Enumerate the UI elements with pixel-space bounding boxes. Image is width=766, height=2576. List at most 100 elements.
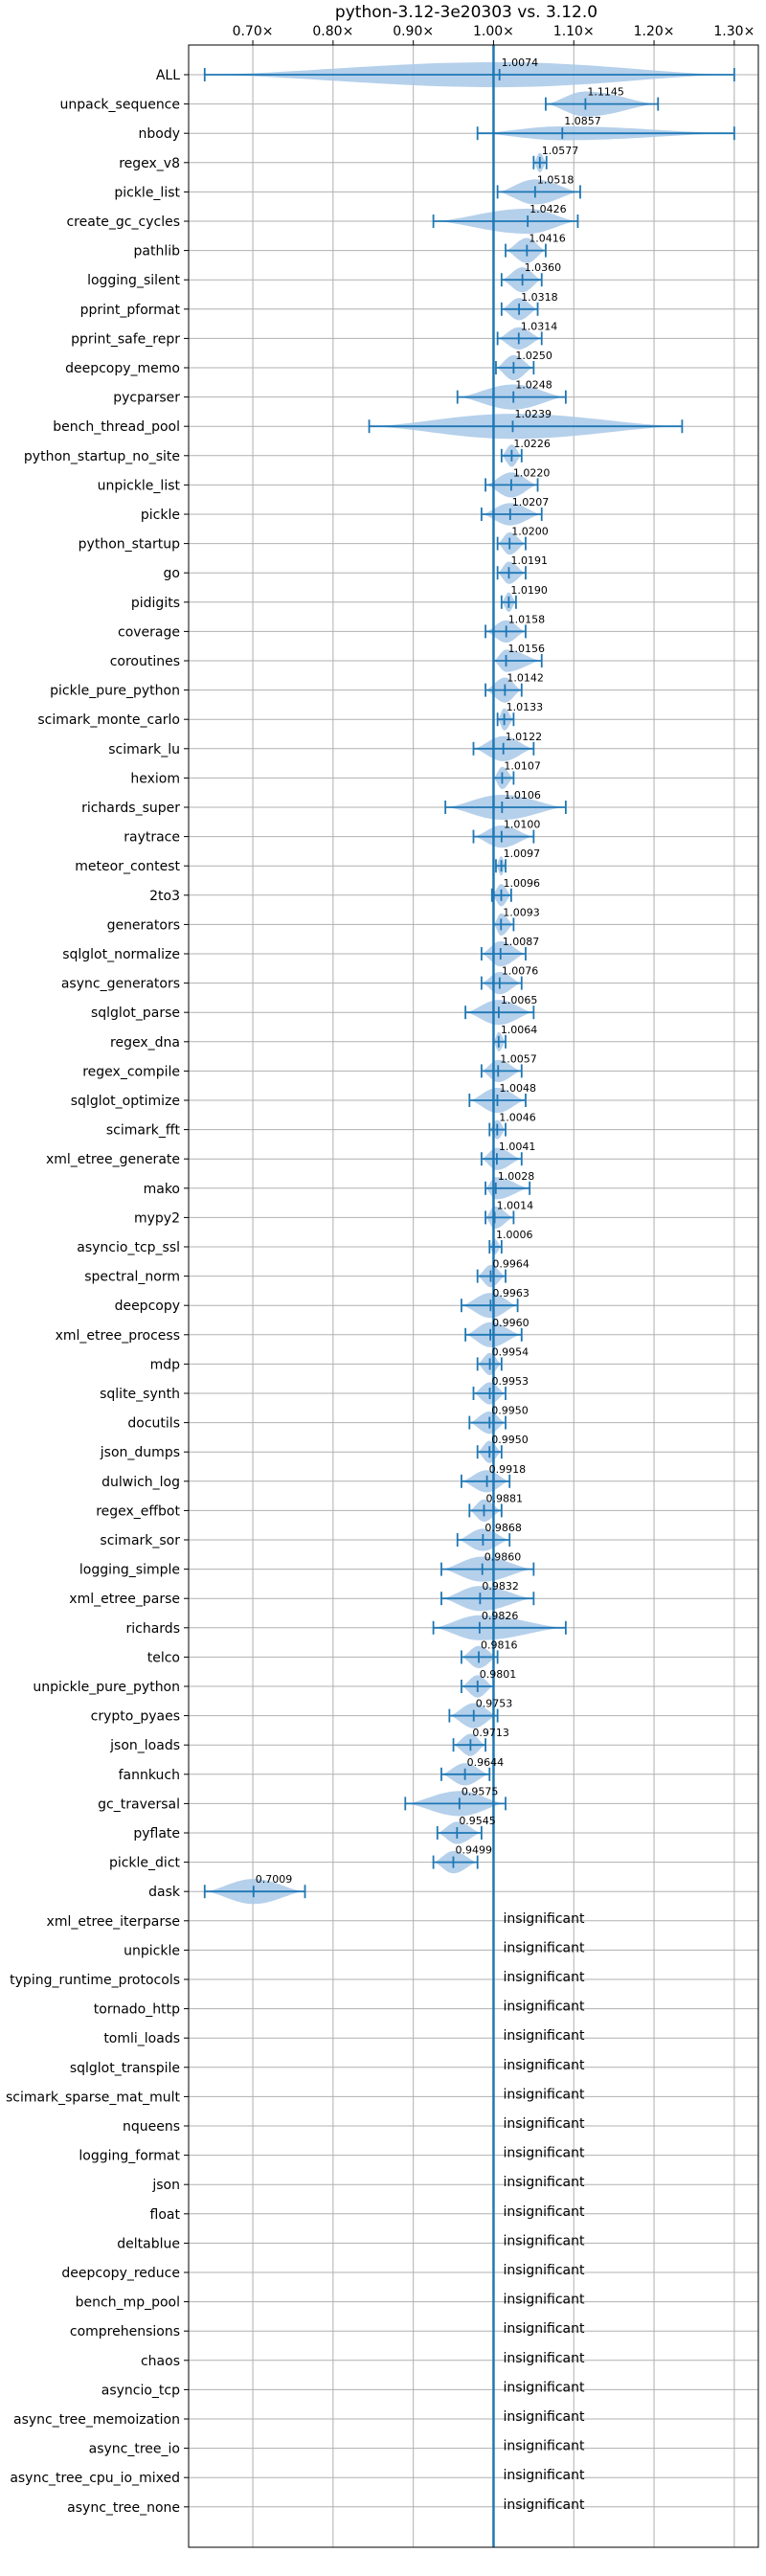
category-label: unpickle bbox=[124, 1943, 180, 1958]
value-label: 1.0248 bbox=[515, 379, 552, 392]
category-label: bench_mp_pool bbox=[76, 2295, 180, 2311]
value-label: 1.0048 bbox=[499, 1082, 536, 1095]
value-label: 1.0106 bbox=[504, 789, 541, 802]
category-label: docutils bbox=[127, 1416, 180, 1432]
category-label: deepcopy bbox=[115, 1299, 180, 1314]
insignificant-label: insignificant bbox=[503, 2028, 585, 2044]
insignificant-label: insignificant bbox=[503, 2087, 585, 2102]
category-label: float bbox=[150, 2207, 181, 2223]
category-label: xml_etree_generate bbox=[46, 1152, 180, 1167]
value-label: 0.9953 bbox=[492, 1375, 529, 1388]
category-label: pickle_list bbox=[114, 185, 180, 200]
x-tick-label: 0.70× bbox=[233, 24, 274, 39]
category-label: unpickle_pure_python bbox=[33, 1680, 180, 1695]
category-label: json_dumps bbox=[100, 1445, 180, 1460]
category-label: sqlglot_normalize bbox=[62, 947, 180, 962]
value-label: 1.0014 bbox=[497, 1199, 534, 1211]
insignificant-label: insignificant bbox=[503, 2409, 585, 2425]
category-label: 2to3 bbox=[149, 889, 180, 904]
category-label: mypy2 bbox=[134, 1210, 180, 1226]
category-label: nbody bbox=[139, 126, 181, 142]
value-label: 0.9826 bbox=[482, 1610, 519, 1622]
category-label: logging_format bbox=[79, 2149, 180, 2164]
category-label: raytrace bbox=[124, 830, 180, 846]
value-label: 1.0057 bbox=[500, 1052, 537, 1065]
value-label: 1.0158 bbox=[508, 613, 546, 625]
value-label: 1.0190 bbox=[510, 584, 548, 597]
value-label: 0.9713 bbox=[472, 1727, 509, 1739]
value-label: 0.9644 bbox=[467, 1756, 505, 1769]
value-label: 1.0220 bbox=[513, 466, 551, 479]
value-label: 1.0076 bbox=[502, 965, 539, 978]
value-label: 0.9545 bbox=[459, 1815, 496, 1827]
value-label: 1.0191 bbox=[510, 554, 548, 567]
category-label: spectral_norm bbox=[84, 1270, 180, 1285]
value-label: 1.0156 bbox=[508, 643, 546, 655]
category-label: mdp bbox=[150, 1357, 181, 1372]
value-label: 1.0200 bbox=[511, 526, 549, 538]
category-label: async_tree_memoization bbox=[13, 2412, 180, 2428]
value-label: 0.9816 bbox=[481, 1638, 518, 1651]
category-label: hexiom bbox=[130, 771, 180, 786]
value-label: 1.0250 bbox=[515, 350, 552, 362]
value-label: 0.9868 bbox=[484, 1522, 522, 1534]
x-tick-label: 0.80× bbox=[312, 24, 353, 39]
category-label: meteor_contest bbox=[75, 859, 180, 874]
value-label: 1.0142 bbox=[507, 672, 544, 685]
value-label: 1.0096 bbox=[503, 877, 540, 890]
insignificant-label: insignificant bbox=[503, 2380, 585, 2395]
insignificant-label: insignificant bbox=[503, 2058, 585, 2073]
insignificant-label: insignificant bbox=[503, 2293, 585, 2308]
category-label: async_tree_cpu_io_mixed bbox=[10, 2471, 180, 2486]
value-label: 1.0107 bbox=[504, 759, 541, 772]
insignificant-label: insignificant bbox=[503, 2116, 585, 2132]
category-label: tornado_http bbox=[94, 2002, 180, 2018]
value-label: 1.0041 bbox=[499, 1141, 536, 1153]
value-label: 1.0416 bbox=[529, 233, 566, 245]
category-label: xml_etree_process bbox=[56, 1328, 180, 1344]
category-label: pathlib bbox=[134, 244, 181, 260]
category-label: coverage bbox=[118, 624, 180, 640]
category-label: unpack_sequence bbox=[60, 98, 180, 113]
value-label: 0.9753 bbox=[476, 1698, 513, 1710]
value-label: 1.0006 bbox=[496, 1229, 533, 1241]
category-label: regex_effbot bbox=[96, 1503, 180, 1519]
insignificant-label: insignificant bbox=[503, 1911, 585, 1927]
value-label: 1.0518 bbox=[537, 173, 574, 186]
value-label: 0.9575 bbox=[462, 1785, 498, 1797]
x-tick-label: 1.00× bbox=[473, 24, 514, 39]
value-label: 0.9963 bbox=[492, 1287, 529, 1299]
category-label: scimark_sparse_mat_mult bbox=[6, 2090, 180, 2105]
category-label: dulwich_log bbox=[101, 1475, 180, 1490]
category-label: xml_etree_iterparse bbox=[47, 1914, 180, 1930]
category-label: telco bbox=[147, 1650, 180, 1665]
category-label: xml_etree_parse bbox=[69, 1592, 180, 1607]
category-label: bench_thread_pool bbox=[53, 419, 180, 435]
insignificant-label: insignificant bbox=[503, 1970, 585, 1985]
value-label: 1.0087 bbox=[503, 936, 540, 948]
value-label: 0.9954 bbox=[492, 1345, 529, 1358]
category-label: coroutines bbox=[110, 654, 180, 669]
value-label: 0.7009 bbox=[256, 1873, 293, 1886]
category-label: mako bbox=[144, 1182, 180, 1197]
value-label: 1.0028 bbox=[498, 1170, 535, 1183]
category-label: create_gc_cycles bbox=[66, 215, 180, 230]
value-label: 0.9801 bbox=[480, 1668, 516, 1681]
category-label: scimark_monte_carlo bbox=[37, 712, 180, 728]
value-label: 1.0046 bbox=[499, 1112, 536, 1124]
value-label: 1.0093 bbox=[503, 906, 540, 918]
value-label: 0.9950 bbox=[491, 1405, 529, 1417]
category-label: pickle_dict bbox=[109, 1856, 181, 1871]
value-label: 0.9950 bbox=[491, 1434, 529, 1446]
plot-frame bbox=[188, 44, 759, 2548]
category-label: ALL bbox=[156, 68, 180, 83]
category-label: json_loads bbox=[109, 1738, 180, 1753]
value-label: 1.0857 bbox=[564, 115, 601, 127]
value-label: 1.0360 bbox=[525, 261, 562, 274]
insignificant-label: insignificant bbox=[503, 1940, 585, 1955]
x-tick-label: 1.20× bbox=[634, 24, 675, 39]
value-label: 0.9832 bbox=[482, 1580, 519, 1593]
insignificant-label: insignificant bbox=[503, 2439, 585, 2454]
x-tick-label: 1.10× bbox=[553, 24, 595, 39]
insignificant-label: insignificant bbox=[503, 2321, 585, 2337]
